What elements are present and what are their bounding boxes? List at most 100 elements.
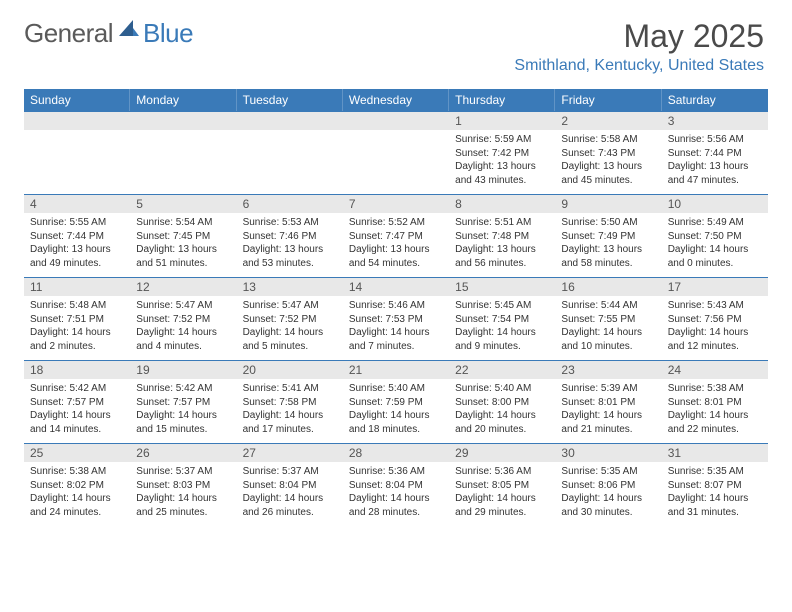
- sunrise-text: Sunrise: 5:47 AM: [243, 299, 337, 313]
- sunset-text: Sunset: 7:59 PM: [349, 396, 443, 410]
- day-cell: 24Sunrise: 5:38 AMSunset: 8:01 PMDayligh…: [662, 361, 768, 443]
- day-header: Monday: [130, 89, 236, 111]
- sunset-text: Sunset: 7:44 PM: [668, 147, 762, 161]
- day-header: Saturday: [662, 89, 768, 111]
- day-info: Sunrise: 5:47 AMSunset: 7:52 PMDaylight:…: [130, 296, 236, 357]
- day-cell: 7Sunrise: 5:52 AMSunset: 7:47 PMDaylight…: [343, 195, 449, 277]
- day-info: Sunrise: 5:50 AMSunset: 7:49 PMDaylight:…: [555, 213, 661, 274]
- day-cell: [343, 112, 449, 194]
- day-number: 11: [24, 278, 130, 296]
- sunrise-text: Sunrise: 5:43 AM: [668, 299, 762, 313]
- day-number: 2: [555, 112, 661, 130]
- sunset-text: Sunset: 8:03 PM: [136, 479, 230, 493]
- day-cell: 18Sunrise: 5:42 AMSunset: 7:57 PMDayligh…: [24, 361, 130, 443]
- sunset-text: Sunset: 7:48 PM: [455, 230, 549, 244]
- day-header: Tuesday: [237, 89, 343, 111]
- day-info: Sunrise: 5:42 AMSunset: 7:57 PMDaylight:…: [24, 379, 130, 440]
- sunset-text: Sunset: 7:55 PM: [561, 313, 655, 327]
- day-number: 3: [662, 112, 768, 130]
- day-info: Sunrise: 5:37 AMSunset: 8:03 PMDaylight:…: [130, 462, 236, 523]
- day-info: Sunrise: 5:53 AMSunset: 7:46 PMDaylight:…: [237, 213, 343, 274]
- day-cell: 20Sunrise: 5:41 AMSunset: 7:58 PMDayligh…: [237, 361, 343, 443]
- daylight-text: Daylight: 14 hours and 2 minutes.: [30, 326, 124, 353]
- sunrise-text: Sunrise: 5:38 AM: [668, 382, 762, 396]
- daylight-text: Daylight: 13 hours and 56 minutes.: [455, 243, 549, 270]
- sunset-text: Sunset: 8:01 PM: [561, 396, 655, 410]
- day-number: 24: [662, 361, 768, 379]
- day-info: Sunrise: 5:46 AMSunset: 7:53 PMDaylight:…: [343, 296, 449, 357]
- daylight-text: Daylight: 13 hours and 54 minutes.: [349, 243, 443, 270]
- day-number: 7: [343, 195, 449, 213]
- daylight-text: Daylight: 14 hours and 26 minutes.: [243, 492, 337, 519]
- day-info: Sunrise: 5:40 AMSunset: 8:00 PMDaylight:…: [449, 379, 555, 440]
- day-headers: SundayMondayTuesdayWednesdayThursdayFrid…: [24, 89, 768, 111]
- day-number: 28: [343, 444, 449, 462]
- sunset-text: Sunset: 7:46 PM: [243, 230, 337, 244]
- calendar: SundayMondayTuesdayWednesdayThursdayFrid…: [24, 89, 768, 526]
- sunset-text: Sunset: 7:57 PM: [30, 396, 124, 410]
- day-info: Sunrise: 5:44 AMSunset: 7:55 PMDaylight:…: [555, 296, 661, 357]
- day-cell: 3Sunrise: 5:56 AMSunset: 7:44 PMDaylight…: [662, 112, 768, 194]
- daylight-text: Daylight: 14 hours and 29 minutes.: [455, 492, 549, 519]
- sunset-text: Sunset: 7:49 PM: [561, 230, 655, 244]
- week-row: 1Sunrise: 5:59 AMSunset: 7:42 PMDaylight…: [24, 111, 768, 194]
- day-number: 8: [449, 195, 555, 213]
- daylight-text: Daylight: 14 hours and 9 minutes.: [455, 326, 549, 353]
- day-info: Sunrise: 5:36 AMSunset: 8:05 PMDaylight:…: [449, 462, 555, 523]
- day-cell: 21Sunrise: 5:40 AMSunset: 7:59 PMDayligh…: [343, 361, 449, 443]
- sunset-text: Sunset: 7:52 PM: [136, 313, 230, 327]
- day-cell: [130, 112, 236, 194]
- day-header: Friday: [555, 89, 661, 111]
- day-info: Sunrise: 5:41 AMSunset: 7:58 PMDaylight:…: [237, 379, 343, 440]
- day-number: 9: [555, 195, 661, 213]
- sunset-text: Sunset: 7:54 PM: [455, 313, 549, 327]
- daylight-text: Daylight: 14 hours and 12 minutes.: [668, 326, 762, 353]
- daylight-text: Daylight: 14 hours and 31 minutes.: [668, 492, 762, 519]
- sunset-text: Sunset: 7:44 PM: [30, 230, 124, 244]
- day-cell: 15Sunrise: 5:45 AMSunset: 7:54 PMDayligh…: [449, 278, 555, 360]
- sunrise-text: Sunrise: 5:40 AM: [349, 382, 443, 396]
- day-number: 14: [343, 278, 449, 296]
- day-info: Sunrise: 5:55 AMSunset: 7:44 PMDaylight:…: [24, 213, 130, 274]
- daylight-text: Daylight: 13 hours and 43 minutes.: [455, 160, 549, 187]
- day-number: 25: [24, 444, 130, 462]
- day-number: [237, 112, 343, 130]
- sunrise-text: Sunrise: 5:44 AM: [561, 299, 655, 313]
- day-cell: 19Sunrise: 5:42 AMSunset: 7:57 PMDayligh…: [130, 361, 236, 443]
- day-number: 17: [662, 278, 768, 296]
- daylight-text: Daylight: 14 hours and 7 minutes.: [349, 326, 443, 353]
- day-cell: 29Sunrise: 5:36 AMSunset: 8:05 PMDayligh…: [449, 444, 555, 526]
- sunrise-text: Sunrise: 5:49 AM: [668, 216, 762, 230]
- day-number: 15: [449, 278, 555, 296]
- day-number: 22: [449, 361, 555, 379]
- sunset-text: Sunset: 7:42 PM: [455, 147, 549, 161]
- month-title: May 2025: [514, 18, 764, 55]
- day-info: Sunrise: 5:38 AMSunset: 8:02 PMDaylight:…: [24, 462, 130, 523]
- day-info: Sunrise: 5:52 AMSunset: 7:47 PMDaylight:…: [343, 213, 449, 274]
- sunset-text: Sunset: 7:52 PM: [243, 313, 337, 327]
- day-cell: 25Sunrise: 5:38 AMSunset: 8:02 PMDayligh…: [24, 444, 130, 526]
- daylight-text: Daylight: 14 hours and 4 minutes.: [136, 326, 230, 353]
- sunset-text: Sunset: 7:43 PM: [561, 147, 655, 161]
- day-info: Sunrise: 5:59 AMSunset: 7:42 PMDaylight:…: [449, 130, 555, 191]
- sunrise-text: Sunrise: 5:38 AM: [30, 465, 124, 479]
- day-header: Wednesday: [343, 89, 449, 111]
- day-cell: 23Sunrise: 5:39 AMSunset: 8:01 PMDayligh…: [555, 361, 661, 443]
- sunset-text: Sunset: 8:02 PM: [30, 479, 124, 493]
- day-number: 18: [24, 361, 130, 379]
- daylight-text: Daylight: 14 hours and 25 minutes.: [136, 492, 230, 519]
- sunrise-text: Sunrise: 5:58 AM: [561, 133, 655, 147]
- day-info: Sunrise: 5:48 AMSunset: 7:51 PMDaylight:…: [24, 296, 130, 357]
- daylight-text: Daylight: 13 hours and 47 minutes.: [668, 160, 762, 187]
- sunset-text: Sunset: 8:05 PM: [455, 479, 549, 493]
- week-row: 11Sunrise: 5:48 AMSunset: 7:51 PMDayligh…: [24, 277, 768, 360]
- day-number: 12: [130, 278, 236, 296]
- daylight-text: Daylight: 14 hours and 10 minutes.: [561, 326, 655, 353]
- daylight-text: Daylight: 13 hours and 49 minutes.: [30, 243, 124, 270]
- day-cell: 13Sunrise: 5:47 AMSunset: 7:52 PMDayligh…: [237, 278, 343, 360]
- day-cell: 22Sunrise: 5:40 AMSunset: 8:00 PMDayligh…: [449, 361, 555, 443]
- daylight-text: Daylight: 14 hours and 5 minutes.: [243, 326, 337, 353]
- sunrise-text: Sunrise: 5:42 AM: [30, 382, 124, 396]
- day-cell: 10Sunrise: 5:49 AMSunset: 7:50 PMDayligh…: [662, 195, 768, 277]
- day-cell: 27Sunrise: 5:37 AMSunset: 8:04 PMDayligh…: [237, 444, 343, 526]
